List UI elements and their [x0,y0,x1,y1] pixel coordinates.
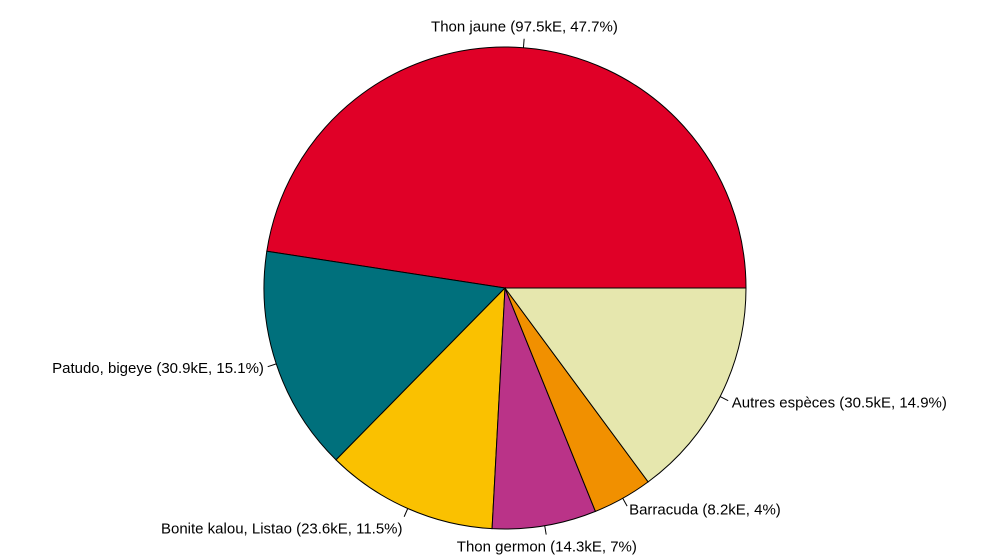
slice-label-bonite-kalou-listao: Bonite kalou, Listao (23.6kE, 11.5%) [161,520,403,537]
slice-label-thon-germon: Thon germon (14.3kE, 7%) [457,539,637,556]
slice-labels: Thon jaune (97.5kE, 47.7%) Patudo, bigeye… [52,19,947,556]
pie-slice-bonite-kalou-listao [335,286,506,530]
leader-line-autres-especes [719,396,729,402]
slice-label-thon-jaune: Thon jaune (97.5kE, 47.7%) [431,19,618,36]
slice-label-barracuda: Barracuda (8.2kE, 4%) [629,502,781,519]
pie-slice-thon-jaune [266,46,747,289]
label-leader-lines [267,38,729,535]
pie-slice-thon-germon [491,287,597,530]
leader-line-thon-germon [544,525,547,535]
leader-line-barracuda [622,498,628,507]
leader-line-bonite-kalou-listao [403,508,409,517]
pie-slices [263,46,747,530]
slice-label-patudo-bigeye: Patudo, bigeye (30.9kE, 15.1%) [52,360,264,377]
leader-line-thon-jaune [522,38,525,48]
leader-line-patudo-bigeye [267,363,277,368]
slice-label-autres-especes: Autres espèces (30.5kE, 14.9%) [732,394,947,411]
